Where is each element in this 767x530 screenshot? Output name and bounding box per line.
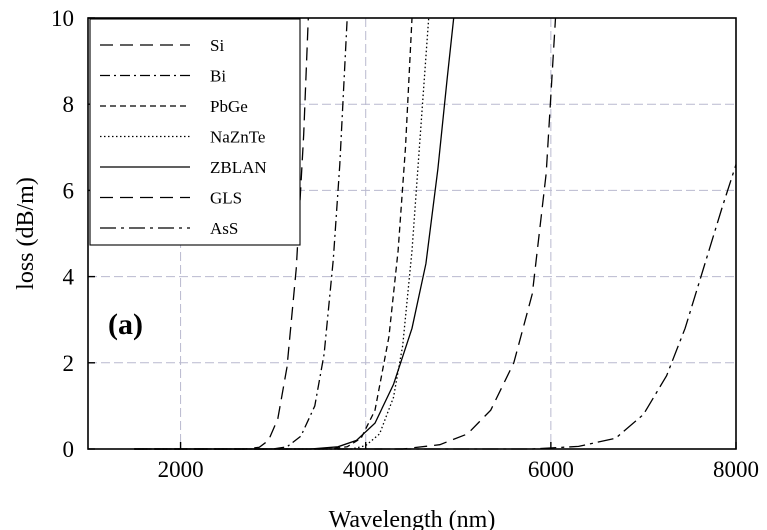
- y-tick-label: 4: [63, 265, 75, 290]
- x-tick-label: 8000: [713, 457, 759, 482]
- y-tick-label: 8: [63, 92, 75, 117]
- x-tick-label: 6000: [528, 457, 574, 482]
- series-line-ass: [134, 164, 737, 450]
- y-tick-label: 2: [63, 351, 75, 376]
- legend-label: Si: [210, 36, 224, 55]
- x-axis-label: Wavelength (nm): [329, 507, 496, 530]
- y-tick-label: 0: [63, 437, 75, 462]
- y-axis-label: loss (dB/m): [13, 177, 39, 290]
- legend-label: NaZnTe: [210, 128, 265, 147]
- series-layer: [134, 17, 737, 450]
- legend: Si Bi PbGe NaZnTe ZBLAN GLS AsS: [89, 18, 301, 246]
- x-tick-label: 2000: [158, 457, 204, 482]
- y-tick-label: 10: [51, 6, 74, 31]
- series-line-zblan: [134, 17, 455, 450]
- legend-box: [89, 18, 301, 246]
- ticks: 2000 4000 6000 8000 0 2 4 6 8 10: [51, 6, 759, 482]
- legend-label: Bi: [210, 67, 226, 86]
- legend-label: PbGe: [210, 97, 248, 116]
- plot-frame: [87, 17, 737, 450]
- legend-label: AsS: [210, 219, 238, 238]
- series-line-si: [134, 17, 309, 450]
- y-tick-label: 6: [63, 178, 75, 203]
- x-tick-label: 4000: [343, 457, 389, 482]
- legend-label: ZBLAN: [210, 158, 267, 177]
- series-line-naznte: [134, 17, 430, 450]
- legend-label: GLS: [210, 189, 242, 208]
- series-line-gls: [134, 17, 557, 450]
- panel-label: (a): [108, 308, 143, 341]
